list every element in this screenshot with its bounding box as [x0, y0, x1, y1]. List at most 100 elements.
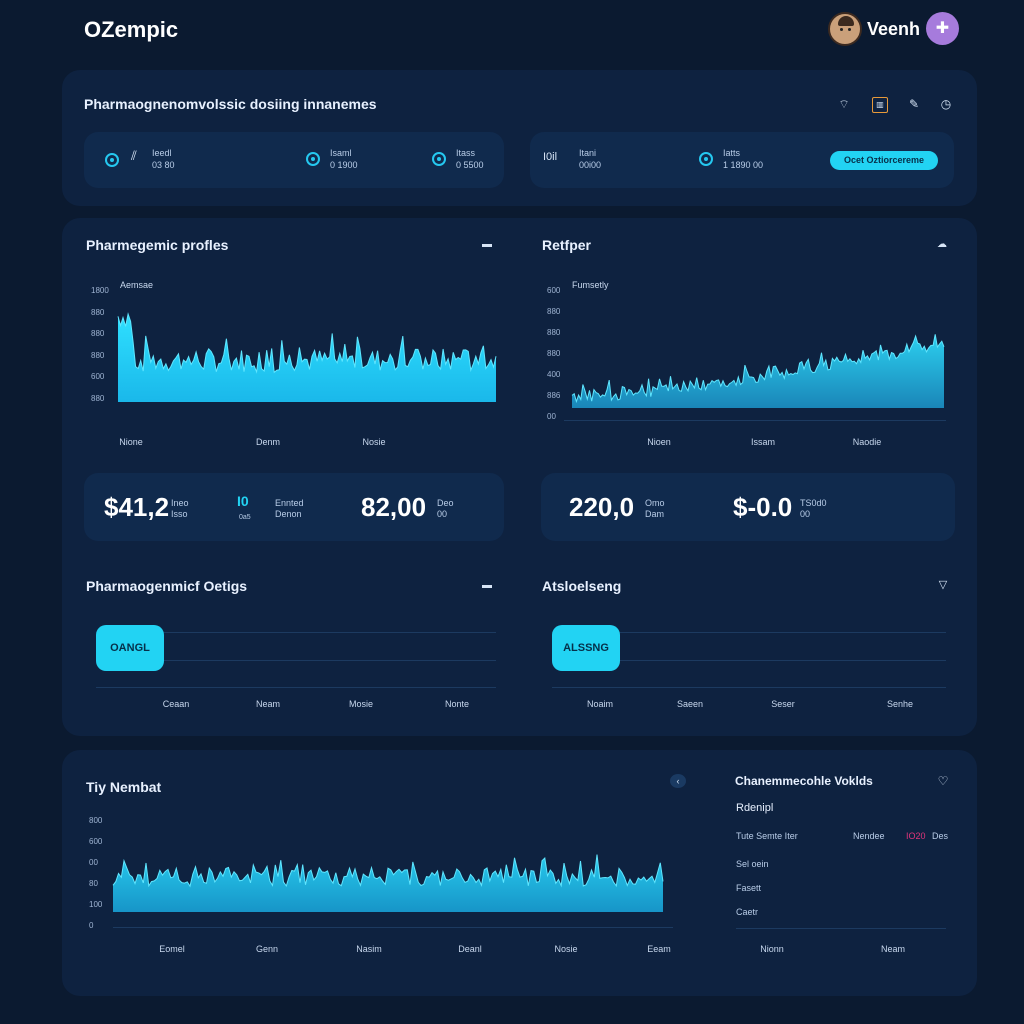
gauge-icon	[306, 152, 320, 166]
x-axis-label: Nosie	[554, 944, 578, 954]
wifi-icon[interactable]: ⌔	[838, 97, 850, 111]
value-4: 220,0	[569, 492, 635, 522]
value-5-bot: 00	[800, 509, 811, 519]
y-tick-label: 880	[547, 307, 561, 316]
area-fill	[113, 854, 663, 912]
value-3-top: Deo	[437, 498, 454, 508]
stat-1-value: 03 80	[152, 160, 175, 170]
clock-icon[interactable]: ◷	[940, 97, 952, 111]
x-axis-label: Noaim	[586, 699, 614, 709]
edit-icon[interactable]: ✎	[908, 97, 920, 111]
y-tick-label: 600	[89, 837, 103, 846]
action-button[interactable]: Ocet Oztiorcereme	[830, 151, 938, 170]
y-tick-label: 600	[91, 372, 105, 381]
heart-check-icon[interactable]: ♡	[937, 774, 949, 788]
y-tick-label: 880	[91, 307, 105, 317]
x-axis-label: Denm	[255, 437, 281, 447]
series-line	[117, 312, 497, 374]
gridline	[552, 660, 946, 661]
x-axis-label: Neam	[880, 944, 906, 954]
plugin-icon[interactable]: ✚	[926, 12, 959, 45]
y-tick-label: 1800	[91, 286, 109, 295]
bottom-panel	[62, 750, 977, 996]
area-fill	[572, 334, 944, 408]
menu-icon[interactable]: ▬	[482, 580, 492, 591]
y-tick-label: 880	[547, 349, 561, 358]
gridline	[96, 660, 496, 661]
stat-5-value: 1 1890 00	[723, 160, 764, 170]
value-5: $-0.0	[733, 492, 793, 522]
refper-chart	[571, 334, 945, 408]
charm-row-3: Caetr	[736, 907, 759, 917]
charm-col-4: Des	[932, 831, 949, 841]
stat-1-label: Ieedl	[152, 148, 172, 158]
gauge-icon	[432, 152, 446, 166]
refper-values-card	[541, 473, 955, 541]
y-tick-label: 880	[91, 329, 105, 338]
value-3-bot: 00	[437, 509, 448, 519]
refper-legend: Fumsetly	[572, 280, 609, 290]
tiy-axis	[113, 927, 673, 928]
value-3: 82,00	[361, 492, 427, 522]
y-tick-label: 880	[547, 328, 561, 337]
stat-5-label: Iatts	[723, 148, 741, 158]
chart-icon: ⫽	[131, 148, 137, 163]
value-1-top: Ineo	[171, 498, 189, 508]
stat-prefix: I0il	[543, 151, 558, 163]
header-title: Pharmaognenomvolssic dosiing innanemes	[84, 96, 377, 112]
series-line	[571, 334, 945, 404]
x-axis-label: Nioen	[647, 437, 671, 447]
stat-4-label: Itani	[579, 148, 597, 158]
stat-3-label: Itass	[456, 148, 476, 158]
tiy-chart	[112, 854, 664, 912]
x-axis-label: Neam	[255, 699, 281, 709]
y-tick-label: 100	[89, 900, 103, 909]
y-tick-label: 800	[89, 816, 103, 825]
y-tick-label: 80	[89, 879, 98, 888]
charm-row-2: Fasett	[736, 883, 762, 893]
refper-title: Retfper	[542, 237, 592, 253]
value-2-icon-text: I0	[237, 493, 249, 509]
x-axis-label: Senhe	[886, 699, 914, 709]
designs-pill[interactable]: OANGL	[96, 625, 164, 671]
avatar[interactable]	[828, 12, 862, 46]
x-axis-label: Genn	[255, 944, 279, 954]
x-axis-label: Saeen	[676, 699, 704, 709]
chevron-left-icon[interactable]: ‹	[670, 774, 686, 788]
gauge-icon	[105, 153, 119, 167]
x-axis-label: Nasim	[356, 944, 382, 954]
x-axis-label: Nosie	[362, 437, 386, 447]
x-axis-label: Deanl	[458, 944, 482, 954]
x-axis-label: Seser	[771, 699, 795, 709]
series-line	[112, 854, 664, 888]
cloud-icon[interactable]: ☁	[937, 239, 947, 250]
value-4-bot: Dam	[645, 509, 665, 519]
report-icon[interactable]: ▥	[872, 97, 888, 113]
profiles-values-card	[84, 473, 504, 541]
y-tick-label: 886	[547, 391, 561, 400]
tiy-title: Tiy Nembat	[86, 779, 162, 795]
stat-2-label: Isaml	[330, 148, 352, 158]
x-axis-label: Nionn	[760, 944, 784, 954]
value-2-top: Ennted	[275, 498, 304, 508]
menu-icon[interactable]: ▬	[482, 239, 492, 250]
value-1: $41,2	[104, 492, 170, 522]
charm-col-3: IO20	[906, 831, 926, 841]
gridline	[552, 632, 946, 633]
gridline	[96, 687, 496, 688]
filter-icon[interactable]: ▽	[938, 579, 948, 591]
y-tick-label: 880	[91, 350, 105, 360]
x-axis-label: Mosie	[348, 699, 374, 709]
x-axis-label: Eeam	[647, 944, 671, 954]
profiles-title: Pharmegemic profles	[86, 237, 229, 253]
user-name[interactable]: Veenh	[867, 19, 921, 39]
x-axis-label: Ceaan	[162, 699, 190, 709]
value-1-bot: Isso	[171, 509, 188, 519]
absoleseng-pill[interactable]: ALSSNG	[552, 625, 620, 671]
value-5-top: TS0d0	[800, 498, 827, 508]
charm-col-1: Tute Semte Iter	[736, 831, 798, 841]
stat-3-value: 0 5500	[456, 160, 484, 170]
designs-title: Pharmaogenmicf Oetigs	[86, 578, 248, 594]
x-axis-label: Issam	[750, 437, 776, 447]
profiles-legend: Aemsae	[120, 280, 154, 290]
